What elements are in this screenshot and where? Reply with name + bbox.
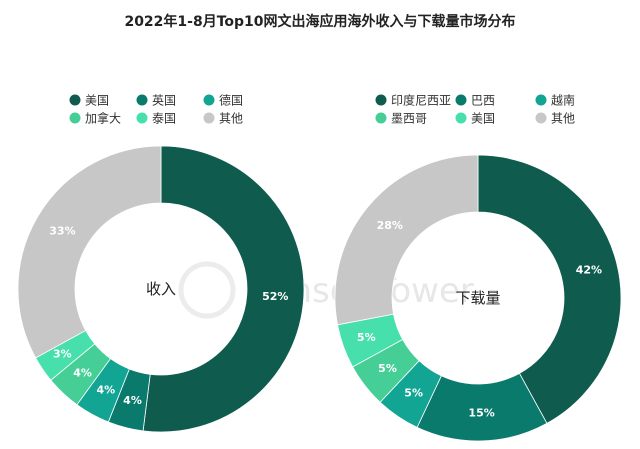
legend-swatch: [535, 112, 547, 124]
legend-swatch: [136, 112, 148, 124]
donut-center-label: 收入: [146, 280, 176, 298]
legend-swatch: [455, 112, 467, 124]
legend-label: 美国: [85, 94, 109, 108]
legend-label: 越南: [551, 93, 575, 108]
slice-label: 4%: [123, 394, 142, 407]
legend-label: 其他: [551, 112, 575, 126]
donut-center-label: 下载量: [455, 289, 500, 307]
legend-label: 巴西: [471, 94, 495, 108]
legend-label: 英国: [152, 94, 176, 108]
slice-label: 33%: [49, 225, 75, 238]
donut-slice: [334, 154, 479, 326]
slice-label: 5%: [357, 331, 376, 344]
legend-swatch: [203, 112, 215, 124]
legend-label: 其他: [219, 112, 243, 126]
slice-label: 28%: [377, 219, 403, 232]
legend-swatch: [375, 112, 387, 124]
donut-slice: [17, 145, 162, 359]
legend-swatch: [535, 94, 547, 106]
legend-label: 德国: [219, 93, 243, 108]
legend-label: 加拿大: [85, 111, 121, 126]
donut-slice: [142, 145, 305, 433]
slice-label: 4%: [96, 383, 115, 396]
slice-label: 15%: [468, 406, 494, 419]
legend-swatch: [203, 94, 215, 106]
legend-swatch: [69, 94, 81, 106]
donut-slice: [477, 154, 622, 424]
watermark-logo-icon: [178, 261, 236, 319]
legend-label: 印度尼西亚: [391, 93, 451, 108]
slice-label: 5%: [404, 387, 423, 400]
legend-label: 泰国: [152, 112, 176, 126]
watermark: Sensor Tower: [178, 261, 474, 319]
slice-label: 42%: [576, 264, 602, 277]
chart-title: 2022年1-8月Top10网文出海应用海外收入与下载量市场分布: [124, 13, 515, 30]
legend-swatch: [136, 94, 148, 106]
slice-label: 52%: [262, 290, 288, 303]
legend-label: 墨西哥: [391, 112, 427, 126]
slice-label: 3%: [53, 347, 72, 360]
legend-swatch: [375, 94, 387, 106]
slice-label: 5%: [378, 362, 397, 375]
legend-swatch: [455, 94, 467, 106]
slice-label: 4%: [73, 366, 92, 379]
legend-swatch: [69, 112, 81, 124]
legend-label: 美国: [471, 112, 495, 126]
